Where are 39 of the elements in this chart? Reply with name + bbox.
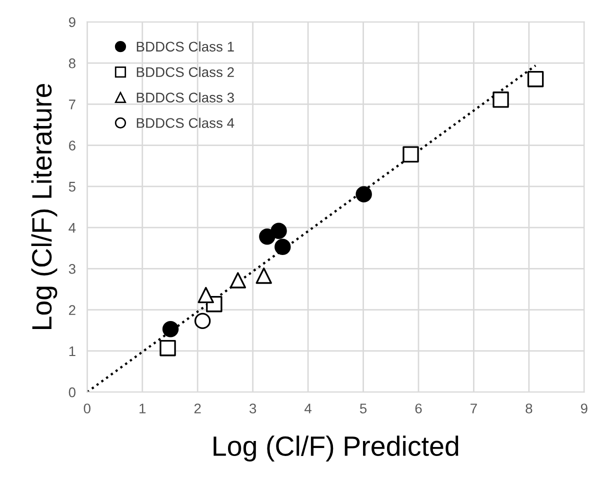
legend-label: BDDCS Class 2	[136, 66, 234, 78]
point	[230, 272, 246, 288]
point	[270, 222, 287, 239]
y-tick-label: 4	[68, 223, 76, 233]
x-axis-title: Log (Cl/F) Predicted	[214, 436, 458, 462]
point	[198, 286, 214, 304]
y-tick-label: 6	[69, 140, 76, 150]
x-tick-label: 8	[526, 404, 532, 414]
x-tick-label: 7	[470, 404, 477, 414]
x-tick-label: 2	[194, 404, 201, 414]
x-tick-label: 3	[249, 404, 256, 414]
point	[492, 92, 509, 108]
y-tick-label: 5	[68, 182, 76, 192]
point	[160, 340, 176, 356]
y-tick-label: 2	[69, 305, 76, 315]
point	[256, 268, 272, 284]
point	[194, 312, 211, 330]
point	[527, 70, 544, 88]
point	[402, 146, 419, 162]
y-tick-label: 9	[68, 17, 76, 28]
x-tick-label: 9	[580, 404, 588, 414]
legend-label: BDDCS Class 4	[136, 118, 234, 128]
point	[274, 238, 291, 256]
y-axis-title: Log (Cl/F) Literature	[31, 84, 58, 330]
y-tick-label: 0	[68, 387, 76, 398]
x-tick-label: 0	[84, 404, 90, 414]
y-tick-label: 1	[69, 346, 76, 356]
x-tick-label: 1	[140, 404, 146, 414]
y-tick-label: 7	[69, 100, 76, 110]
x-tick-label: 4	[304, 404, 312, 414]
x-tick-label: 6	[415, 404, 422, 414]
y-tick-label: 3	[68, 264, 76, 274]
point	[259, 228, 276, 245]
x-tick-label: 5	[360, 404, 367, 414]
point	[162, 321, 179, 338]
y-tick-label: 8	[68, 58, 76, 68]
legend-label: BDDCS Class 1	[136, 41, 234, 52]
legend-label: BDDCS Class 3	[136, 92, 234, 102]
point	[356, 186, 372, 202]
